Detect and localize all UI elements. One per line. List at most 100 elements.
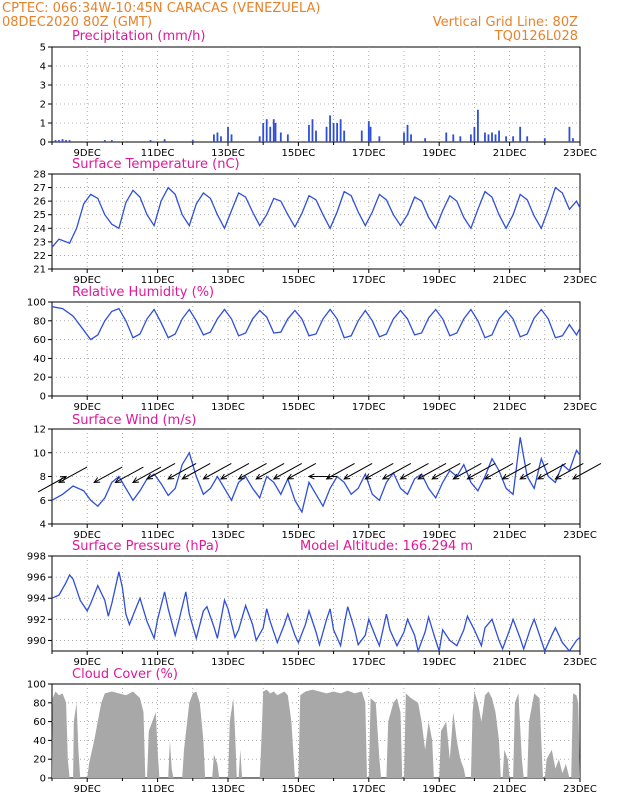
precip-bar bbox=[512, 136, 515, 142]
wind-arrow-head bbox=[572, 473, 580, 480]
wind-arrow-shaft bbox=[326, 463, 355, 480]
temp-xtick-label: 21DEC bbox=[493, 275, 527, 286]
wind-arrow-head bbox=[307, 473, 315, 480]
wind-arrow-head bbox=[466, 473, 474, 480]
precip-bar bbox=[110, 140, 113, 142]
header-grid-line: Vertical Grid Line: 80Z bbox=[433, 15, 578, 30]
precip-bar bbox=[325, 126, 328, 142]
precip-bar bbox=[329, 115, 331, 142]
wind-arrow bbox=[255, 463, 285, 480]
precip-bar bbox=[505, 136, 507, 142]
wind-ytick-label: 4 bbox=[40, 520, 46, 531]
precip-bar bbox=[68, 140, 71, 142]
temp-xtick-label: 19DEC bbox=[422, 275, 456, 286]
precip-bar bbox=[286, 134, 289, 142]
precip-xtick-label: 17DEC bbox=[352, 148, 386, 159]
wind-arrow bbox=[93, 466, 123, 483]
header-location: CPTEC: 066:34W-10:45N CARACAS (VENEZUELA… bbox=[2, 1, 321, 16]
precip-xtick-label: 21DEC bbox=[493, 148, 527, 159]
wind-arrow bbox=[343, 463, 373, 480]
pressure-xtick-label: 21DEC bbox=[493, 657, 527, 668]
precip-bar bbox=[191, 140, 194, 142]
precip-bar bbox=[230, 134, 233, 142]
precip-bar bbox=[262, 123, 265, 142]
wind-arrow-shaft bbox=[382, 463, 412, 480]
wind-arrow bbox=[417, 463, 447, 480]
precip-bar bbox=[343, 130, 346, 142]
precip-bar bbox=[519, 126, 522, 142]
temp-series-line bbox=[51, 186, 581, 248]
header-model-id: TQ0126L028 bbox=[494, 29, 578, 44]
wind-arrow-head bbox=[237, 473, 245, 480]
cloud-cover-panel: 0 20 40 60 80 100 9DEC 11DEC 13DEC 15DEC 17DEC 19DE… bbox=[27, 680, 597, 796]
precip-bar bbox=[54, 140, 57, 142]
pressure-xtick-label: 9DEC bbox=[74, 657, 101, 668]
precip-xtick-label: 19DEC bbox=[422, 148, 456, 159]
precip-bar bbox=[216, 132, 219, 142]
wind-arrow bbox=[554, 463, 584, 480]
wind-arrow bbox=[364, 463, 394, 480]
precip-xtick-label: 9DEC bbox=[74, 148, 101, 159]
rh-series-line bbox=[51, 306, 581, 341]
wind-xtick-label: 15DEC bbox=[282, 530, 316, 541]
wind-arrow bbox=[452, 463, 482, 480]
pressure-xtick-label: 15DEC bbox=[282, 657, 316, 668]
wind-arrow bbox=[37, 475, 68, 493]
cloud-xtick-label: 23DEC bbox=[563, 784, 597, 795]
precip-bar bbox=[274, 123, 277, 142]
wind-xtick-label: 9DEC bbox=[74, 530, 101, 541]
precip-bar bbox=[459, 136, 462, 142]
precip-bar bbox=[336, 123, 339, 142]
wind-arrow-head bbox=[132, 477, 140, 483]
rh-xtick-label: 19DEC bbox=[422, 402, 456, 413]
precip-bar bbox=[406, 124, 409, 142]
temp-ytick-label: 28 bbox=[33, 170, 46, 181]
wind-arrow bbox=[519, 463, 549, 480]
wind-arrow bbox=[484, 463, 514, 480]
wind-arrow-head bbox=[554, 473, 562, 480]
pressure-xtick-label: 23DEC bbox=[563, 657, 597, 668]
wind-arrow bbox=[431, 463, 461, 480]
precip-bar bbox=[543, 138, 546, 142]
wind-arrow-shaft bbox=[93, 466, 123, 483]
cloud-ytick-label: 40 bbox=[33, 736, 46, 747]
precip-bar bbox=[227, 126, 229, 142]
wind-arrow-head bbox=[519, 473, 527, 480]
rh-xtick-label: 23DEC bbox=[563, 402, 597, 413]
temp-ytick-label: 22 bbox=[33, 251, 46, 262]
wind-arrow-shaft bbox=[467, 463, 496, 480]
temp-ytick-label: 24 bbox=[33, 224, 46, 235]
temp-ytick-label: 23 bbox=[33, 237, 46, 248]
wind-arrow-shaft bbox=[255, 463, 285, 480]
wind-arrow bbox=[272, 463, 303, 480]
precip-bar bbox=[149, 140, 152, 142]
precip-bar bbox=[360, 130, 363, 142]
precip-bar bbox=[484, 132, 486, 142]
wind-arrow bbox=[307, 473, 337, 480]
pressure-xtick-label: 19DEC bbox=[422, 657, 456, 668]
cloud-ytick-label: 20 bbox=[33, 755, 46, 766]
wind-arrow-head bbox=[220, 473, 228, 480]
wind-arrow-head bbox=[202, 473, 210, 480]
wind-arrow-head bbox=[325, 473, 333, 480]
cloud-ytick-label: 0 bbox=[40, 774, 46, 785]
wind-arrow-head bbox=[114, 477, 122, 483]
temp-ytick-label: 26 bbox=[33, 197, 46, 208]
temp-xtick-label: 17DEC bbox=[352, 275, 386, 286]
pressure-ytick-label: 994 bbox=[27, 594, 46, 605]
wind-xtick-label: 19DEC bbox=[422, 530, 456, 541]
pressure-series-line bbox=[51, 571, 581, 654]
precip-bar bbox=[477, 109, 479, 142]
pressure-xtick-label: 13DEC bbox=[211, 657, 245, 668]
precip-bar bbox=[272, 119, 275, 142]
wind-arrow-head bbox=[181, 473, 189, 480]
temp-xtick-label: 9DEC bbox=[74, 275, 101, 286]
precip-bar bbox=[487, 134, 490, 142]
cloud-ytick-label: 80 bbox=[33, 698, 46, 709]
wind-arrow-head bbox=[167, 473, 175, 480]
humidity-panel: 0 20 40 60 80 100 9DEC 11DEC 13DEC 15DEC 17DEC 19DE… bbox=[27, 298, 597, 414]
precip-bar bbox=[452, 134, 455, 142]
wind-ytick-label: 6 bbox=[40, 496, 46, 507]
precip-bar bbox=[308, 124, 310, 142]
precip-bar bbox=[65, 140, 67, 142]
